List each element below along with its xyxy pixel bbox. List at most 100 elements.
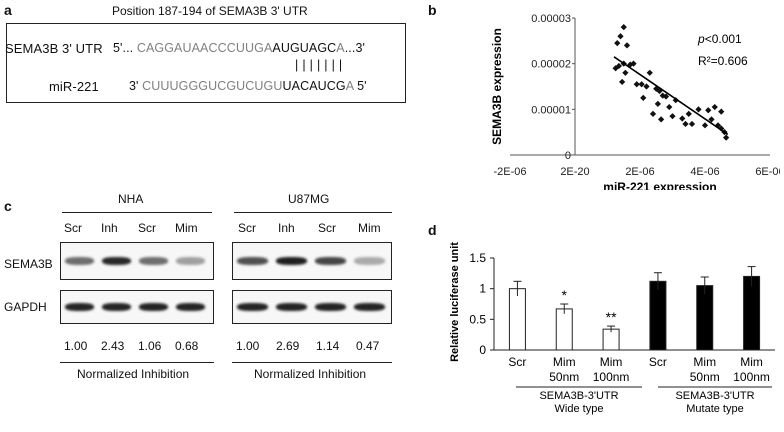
- blot-band: [354, 303, 385, 311]
- utr-seed-seq: AUGUAGC: [272, 41, 337, 55]
- scatter-point: [622, 69, 629, 76]
- mir-grey-seq: CUUUGGGUCGUCUGU: [142, 79, 283, 93]
- bar-category-label: Mim: [600, 355, 623, 369]
- scatter-y-tick-label: 0.00002: [531, 59, 571, 71]
- sema3b-utr-label: SEMA3B 3' UTR: [5, 41, 103, 56]
- bar-y-tick-label: 0.5: [469, 312, 486, 326]
- scatter-point: [623, 42, 631, 49]
- normalized-value: 1.14: [316, 339, 340, 353]
- normalized-value: 0.47: [356, 339, 380, 353]
- bar-y-tick-label: 1.5: [469, 251, 486, 265]
- blot-nha-sema3b: [60, 242, 214, 280]
- blot-band: [315, 303, 346, 311]
- normalized-value: 0.68: [175, 339, 199, 353]
- bar-chart: 0 0.5 1 1.5 Relative luciferase unit Scr * Mim…: [449, 242, 775, 415]
- scatter-point: [666, 103, 673, 111]
- utr-grey-seq: CAGGAUAACCCUUGA: [136, 41, 273, 55]
- utr-tail: A: [336, 41, 345, 55]
- blot-band: [176, 303, 205, 311]
- mir-end: 5': [357, 79, 367, 93]
- scatter-x-tick-label: 2E-20: [560, 166, 589, 178]
- scatter-point: [682, 120, 689, 128]
- scatter-y-tick-label: 0: [565, 150, 571, 162]
- scatter-point: [718, 108, 725, 115]
- scatter-point: [669, 113, 676, 120]
- significance-marker: *: [562, 287, 568, 303]
- scatter-y-axis-label: SEMA3B expression: [490, 28, 504, 145]
- scatter-point: [614, 40, 621, 47]
- scatter-point: [688, 120, 696, 128]
- scatter-point: [695, 106, 702, 113]
- mir-tail: A: [345, 79, 354, 93]
- scatter-point: [679, 115, 686, 122]
- blot-u87mg-gapdh: [232, 290, 392, 324]
- bar: [649, 280, 667, 351]
- lane-label: Scr: [64, 221, 82, 235]
- footer-line-u87mg: [232, 362, 392, 363]
- lane-label: Scr: [318, 221, 336, 235]
- bar: [743, 275, 761, 351]
- scatter-point: [705, 107, 712, 114]
- scatter-x-tick-label: 4E-06: [690, 166, 719, 178]
- mir221-label: miR-221: [49, 79, 99, 94]
- sequence-box: SEMA3B 3' UTR 5'... CAGGAUAACCCUUGAAUGUA…: [5, 23, 406, 103]
- p-value-annotation: p<0.001: [697, 32, 742, 46]
- utr-prefix: 5'...: [113, 41, 134, 55]
- bar-category-label: Mim: [740, 355, 763, 369]
- panel-c-letter: c: [4, 198, 12, 214]
- bar-category-label: Scr: [508, 355, 526, 369]
- blot-band: [237, 257, 268, 265]
- panel-b-letter: b: [428, 2, 437, 18]
- group-line-nha: [62, 212, 212, 213]
- bar-category-label: Mim: [693, 355, 716, 369]
- scatter-point: [685, 110, 692, 118]
- normalized-value: 1.06: [138, 339, 162, 353]
- scatter-point: [620, 24, 627, 31]
- panel-a-title: Position 187-194 of SEMA3B 3' UTR: [112, 4, 308, 18]
- sema3b-row-label: SEMA3B: [4, 257, 53, 271]
- scatter-point: [649, 110, 657, 118]
- lane-label: Inh: [101, 221, 118, 235]
- group-label-nha: NHA: [118, 192, 144, 206]
- blot-band: [139, 257, 168, 265]
- bar-y-tick-label: 0: [479, 343, 486, 357]
- bar-category-label: Scr: [649, 355, 667, 369]
- significance-marker: **: [606, 309, 617, 325]
- pairing-lines: | | | | | | |: [295, 58, 343, 72]
- bar-y-tick-label: 1: [479, 282, 486, 296]
- normalized-value: 1.00: [64, 339, 88, 353]
- bar-sub-label: 50nm: [549, 370, 579, 384]
- scatter-point: [701, 122, 709, 129]
- panel-a-letter: a: [4, 2, 12, 18]
- scatter-x-tick-label: 6E-06: [755, 166, 780, 178]
- blot-band: [176, 257, 205, 265]
- footer-label-nha: Normalized Inhibition: [77, 367, 190, 381]
- mir221-sequence: 3' CUUUGGGUCGUCUGUUACAUCGA 5': [129, 79, 367, 93]
- scatter-point: [658, 116, 665, 123]
- r2-annotation: R²=0.606: [698, 54, 748, 68]
- scatter-point: [654, 100, 661, 107]
- scatter-point: [723, 134, 730, 141]
- lane-label: Scr: [138, 221, 156, 235]
- scatter-point: [711, 103, 718, 111]
- blot-band: [276, 303, 307, 311]
- scatter-y-tick-label: 0.00001: [531, 104, 571, 116]
- bar-y-axis-label: Relative luciferase unit: [449, 242, 461, 362]
- bar-sub-label: 100nm: [733, 370, 770, 384]
- scatter-y-tick-label: 0.00003: [531, 13, 571, 25]
- bar: [602, 328, 620, 351]
- lane-label: Inh: [278, 221, 295, 235]
- lane-label: Mim: [358, 221, 381, 235]
- lane-label: Scr: [238, 221, 256, 235]
- blot-band: [237, 303, 268, 311]
- blot-band: [65, 303, 94, 311]
- footer-label-u87mg: Normalized Inhibition: [254, 367, 367, 381]
- blot-nha-gapdh: [60, 290, 214, 324]
- group2-label-line2: Mutate type: [686, 403, 743, 415]
- scatter-x-axis-label: miR-221 expression: [603, 180, 716, 190]
- bar-sub-label: 100nm: [593, 370, 630, 384]
- blot-band: [139, 303, 168, 311]
- scatter-point: [619, 78, 626, 86]
- mir-seed-seq: UACAUCG: [282, 79, 346, 93]
- scatter-point: [617, 33, 624, 40]
